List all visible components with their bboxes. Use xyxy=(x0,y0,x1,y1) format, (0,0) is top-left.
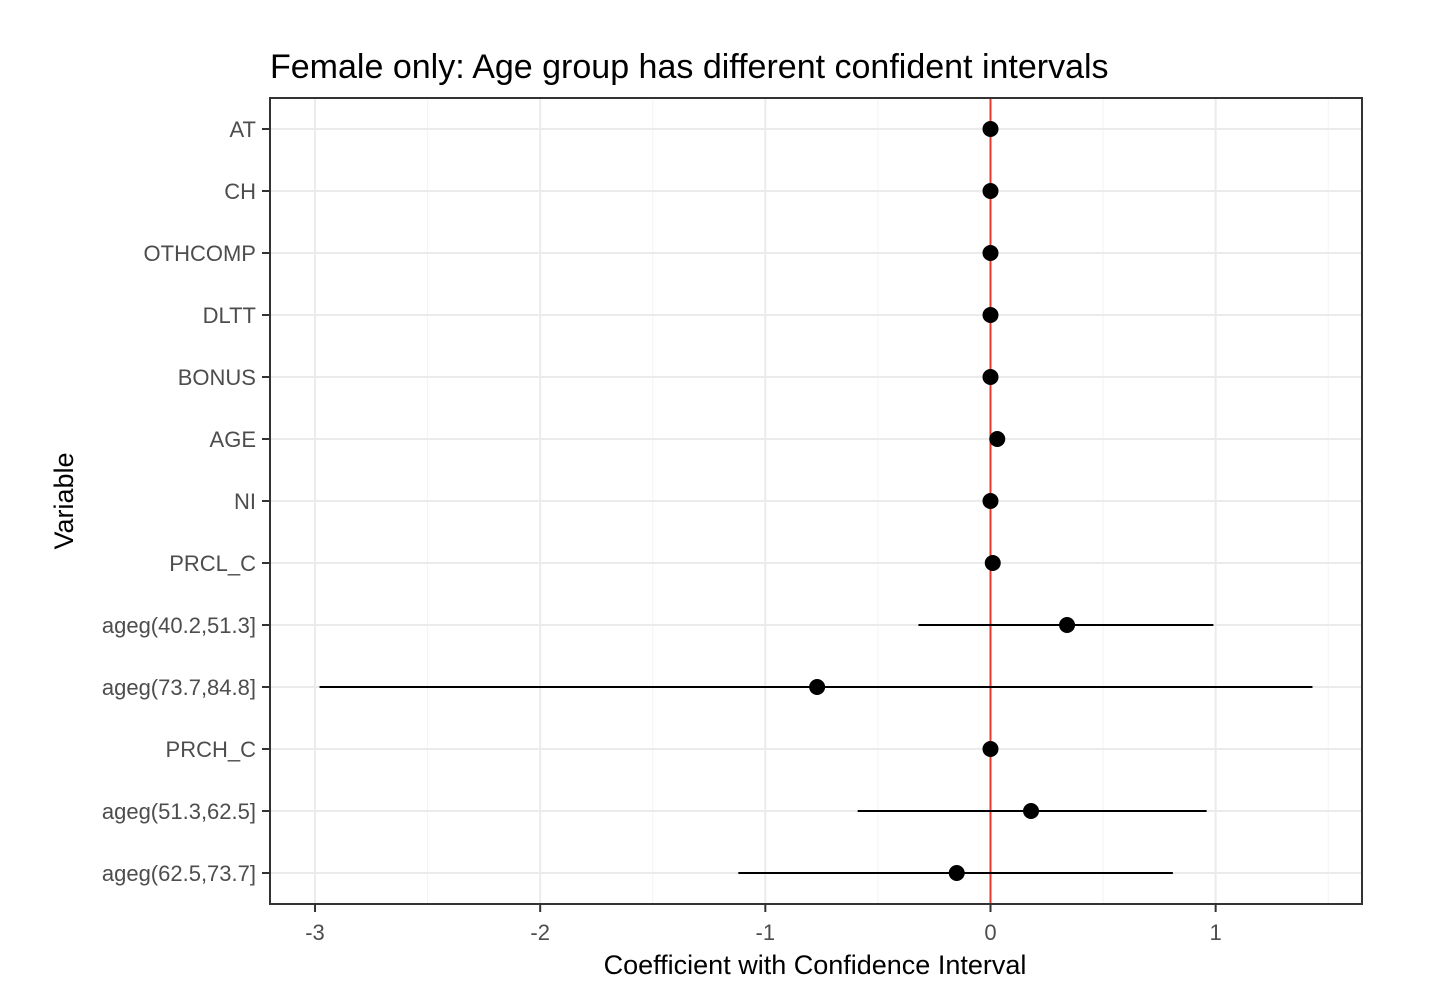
y-tick-label: NI xyxy=(234,489,256,514)
coefficient-point xyxy=(809,679,826,695)
coefficient-point xyxy=(982,741,999,757)
coefficient-point xyxy=(982,369,999,385)
y-tick-label: ageg(40.2,51.3] xyxy=(102,613,256,638)
y-tick-label: ageg(73.7,84.8] xyxy=(102,675,256,700)
x-tick-label: 1 xyxy=(1210,920,1222,945)
y-tick-label: PRCH_C xyxy=(166,737,257,762)
coefficient-point xyxy=(982,121,999,137)
y-tick-label: CH xyxy=(224,179,256,204)
x-tick-label: -2 xyxy=(530,920,550,945)
coefficient-point xyxy=(989,431,1006,447)
coefficient-point xyxy=(982,183,999,199)
y-tick-label: AGE xyxy=(210,427,256,452)
coefficient-point xyxy=(1023,803,1040,819)
x-tick-label: -3 xyxy=(305,920,325,945)
y-tick-label: PRCL_C xyxy=(169,551,256,576)
x-tick-label: -1 xyxy=(756,920,776,945)
x-tick-label: 0 xyxy=(984,920,996,945)
coefficient-points xyxy=(809,121,1076,881)
y-tick-label: ageg(51.3,62.5] xyxy=(102,799,256,824)
x-axis: -3 -2 -1 0 1 xyxy=(305,904,1222,945)
coefficient-point xyxy=(948,865,965,881)
x-axis-title: Coefficient with Confidence Interval xyxy=(604,950,1027,980)
y-axis-title: Variable xyxy=(49,452,79,549)
y-tick-label: OTHCOMP xyxy=(144,241,256,266)
y-axis: AT CH OTHCOMP DLTT BONUS AGE NI PRCL_C ageg(40.2… xyxy=(102,117,270,886)
chart-title: Female only: Age group has different con… xyxy=(270,48,1109,86)
y-tick-label: AT xyxy=(230,117,256,142)
coefficient-point xyxy=(982,307,999,323)
y-tick-label: DLTT xyxy=(203,303,256,328)
coefficient-point xyxy=(984,555,1001,571)
coefficient-point xyxy=(1059,617,1076,633)
coefficient-point xyxy=(982,493,999,509)
coefficient-point xyxy=(982,245,999,261)
y-tick-label: ageg(62.5,73.7] xyxy=(102,861,256,886)
y-tick-label: BONUS xyxy=(178,365,256,390)
